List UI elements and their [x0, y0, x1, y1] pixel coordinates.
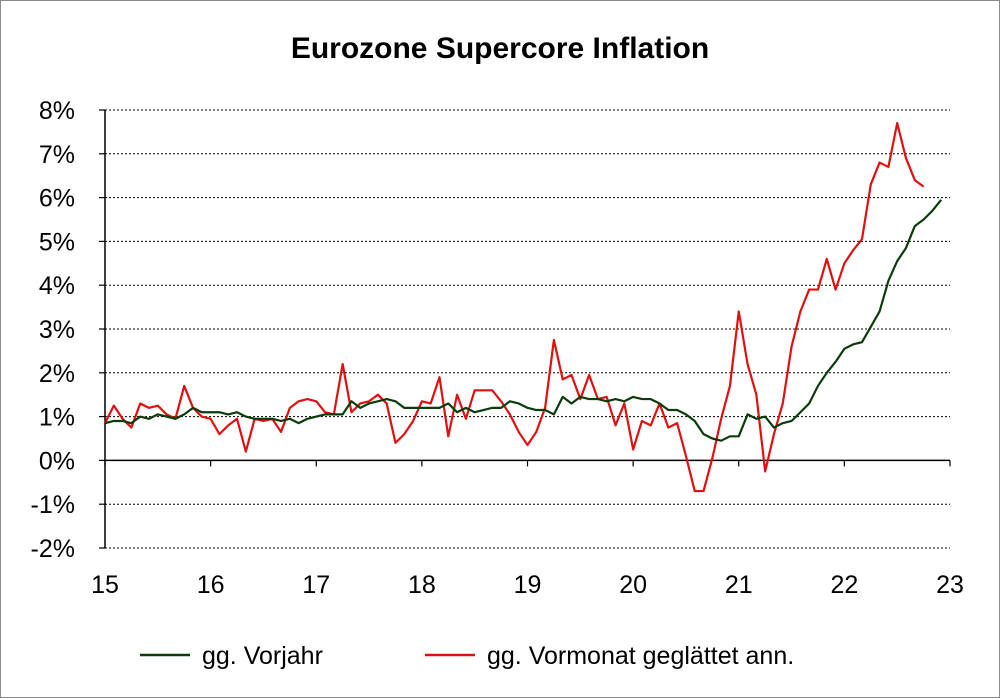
- series-line: [104, 199, 943, 442]
- x-axis-tick-labels: 15 16 17 18 19 20 21 22 23: [91, 571, 964, 599]
- legend-label: gg. Vormonat geglättet ann.: [487, 642, 794, 670]
- x-tick-label: 15: [91, 571, 119, 599]
- series-line: [104, 122, 925, 493]
- y-axis-tick-labels: -2% -1% 0% 1% 2% 3% 4% 5% 6% 7% 8%: [31, 97, 75, 563]
- x-tick-label: 22: [830, 571, 858, 599]
- legend: gg. Vorjahr gg. Vormonat geglättet ann.: [140, 642, 794, 670]
- y-tick-label: -2%: [31, 535, 75, 563]
- x-tick-label: 21: [725, 571, 753, 599]
- y-tick-label: 6%: [39, 185, 75, 213]
- axes: [99, 109, 951, 549]
- y-tick-label: -1%: [31, 491, 75, 519]
- y-tick-label: 3%: [39, 316, 75, 344]
- x-tick-label: 20: [619, 571, 647, 599]
- y-tick-label: 4%: [39, 272, 75, 300]
- x-tick-label: 16: [197, 571, 225, 599]
- x-tick-label: 18: [408, 571, 436, 599]
- y-tick-label: 5%: [39, 228, 75, 256]
- y-tick-label: 0%: [39, 447, 75, 475]
- y-tick-label: 8%: [39, 97, 75, 125]
- gridlines: [105, 109, 950, 549]
- chart-title: Eurozone Supercore Inflation: [291, 32, 709, 65]
- y-tick-label: 7%: [39, 141, 75, 169]
- x-tick-label: 19: [514, 571, 542, 599]
- legend-label: gg. Vorjahr: [202, 642, 323, 670]
- x-tick-label: 17: [302, 571, 330, 599]
- x-tick-label: 23: [936, 571, 964, 599]
- y-tick-label: 1%: [39, 404, 75, 432]
- series-lines: [104, 122, 943, 493]
- y-tick-label: 2%: [39, 360, 75, 388]
